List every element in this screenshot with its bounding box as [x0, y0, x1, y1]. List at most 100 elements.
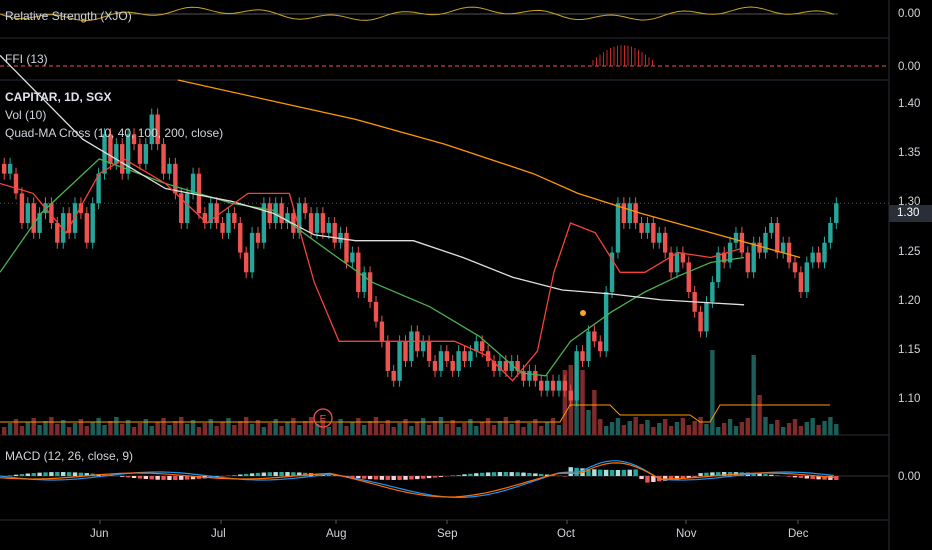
macd-histogram-bar	[255, 472, 261, 476]
candle-body	[710, 282, 715, 302]
macd-histogram-bar	[456, 474, 461, 476]
volume-bar	[686, 425, 691, 435]
macd-histogram-bar	[25, 473, 31, 476]
candle-body	[716, 252, 721, 283]
macd-histogram-bar	[361, 476, 367, 479]
volume-bar	[66, 427, 72, 435]
volume-bar	[167, 425, 172, 435]
volume-bar	[208, 419, 213, 435]
candle-body	[698, 311, 703, 332]
volume-bar	[598, 419, 603, 435]
volume-bar	[196, 427, 202, 435]
candle-body	[828, 222, 833, 243]
macd-histogram-bar	[550, 475, 556, 476]
candle-body	[391, 370, 396, 381]
candle-body	[438, 351, 444, 371]
candle-body	[19, 193, 25, 223]
candle-body	[55, 222, 60, 243]
volume-bar	[633, 417, 638, 435]
candle-body	[261, 203, 267, 243]
volume-bar	[485, 418, 491, 435]
volume-bar	[769, 424, 774, 435]
volume-bar	[456, 427, 461, 435]
macd-histogram-bar	[651, 476, 656, 482]
macd-histogram-bar	[55, 472, 60, 476]
macd-histogram-bar	[19, 474, 25, 476]
volume-bar	[645, 420, 650, 435]
macd-histogram-bar	[432, 476, 438, 478]
macd-histogram-bar	[72, 472, 78, 476]
candle-body	[385, 341, 390, 371]
volume-bar	[509, 424, 514, 435]
macd-histogram-bar	[721, 472, 727, 476]
volume-bar	[37, 425, 42, 435]
candle-body	[798, 272, 804, 293]
candle-body	[810, 252, 815, 263]
macd-histogram-bar	[350, 476, 355, 478]
macd-histogram-bar	[291, 472, 296, 476]
candle-body	[403, 341, 408, 362]
macd-histogram-bar	[509, 472, 514, 476]
candle-body	[167, 163, 172, 174]
candle-body	[108, 134, 113, 164]
candle-body	[326, 222, 331, 233]
rs-axis-value: 0.00	[898, 8, 921, 20]
macd-histogram-bar	[698, 473, 703, 476]
candle-body	[2, 163, 7, 174]
candle-body	[84, 213, 90, 243]
candle-body	[190, 173, 196, 194]
ffi-label: FFI (13)	[5, 52, 48, 66]
candle-body	[114, 144, 119, 164]
ma-label: Quad-MA Cross (10, 40, 100, 200, close)	[5, 126, 224, 140]
candle-body	[409, 331, 414, 362]
candle-body	[125, 134, 131, 174]
macd-histogram-bar	[645, 476, 650, 483]
volume-bar	[96, 418, 101, 435]
candle-body	[373, 301, 379, 322]
volume-bar	[757, 395, 762, 435]
volume-bar	[609, 422, 615, 435]
macd-histogram-bar	[7, 475, 13, 476]
macd-histogram-bar	[173, 476, 178, 480]
volume-bar	[450, 420, 455, 435]
macd-histogram-bar	[238, 474, 243, 476]
volume-bar	[55, 424, 60, 435]
candle-body	[603, 292, 609, 352]
volume-bar	[373, 417, 379, 435]
price-tick: 1.40	[898, 97, 921, 110]
macd-histogram-bar	[137, 476, 143, 479]
macd-histogram-bar	[692, 476, 697, 478]
volume-bar	[615, 418, 621, 435]
volume-bar	[297, 425, 302, 435]
volume-bar	[13, 419, 19, 435]
macd-histogram-bar	[409, 476, 414, 480]
macd-histogram-bar	[633, 469, 638, 476]
rs-line	[0, 6, 835, 22]
volume-bar	[704, 424, 709, 435]
month-tick: Jul	[211, 528, 226, 540]
macd-histogram-bar	[816, 476, 821, 480]
volume-bar	[25, 422, 31, 435]
volume-bar	[397, 423, 402, 435]
macd-histogram-bar	[751, 473, 756, 476]
macd-histogram-bar	[474, 473, 479, 476]
candle-body	[721, 252, 727, 263]
volume-bar	[114, 417, 119, 435]
macd-histogram-bar	[285, 472, 290, 476]
candle-body	[367, 272, 373, 302]
macd-histogram-bar	[84, 473, 90, 476]
candle-body	[7, 163, 13, 174]
volume-bar	[662, 419, 668, 435]
candle-body	[426, 341, 432, 362]
candle-body	[350, 252, 355, 263]
volume-bar	[692, 421, 697, 435]
volume-bar	[533, 419, 538, 435]
month-tick: Oct	[557, 528, 575, 540]
macd-histogram-bar	[503, 472, 509, 476]
candle-body	[562, 380, 568, 391]
candle-body	[432, 361, 438, 371]
volume-bar	[527, 423, 532, 435]
macd-histogram-bar	[515, 472, 520, 476]
macd-histogram-bar	[149, 476, 154, 480]
candle-body	[450, 361, 455, 371]
